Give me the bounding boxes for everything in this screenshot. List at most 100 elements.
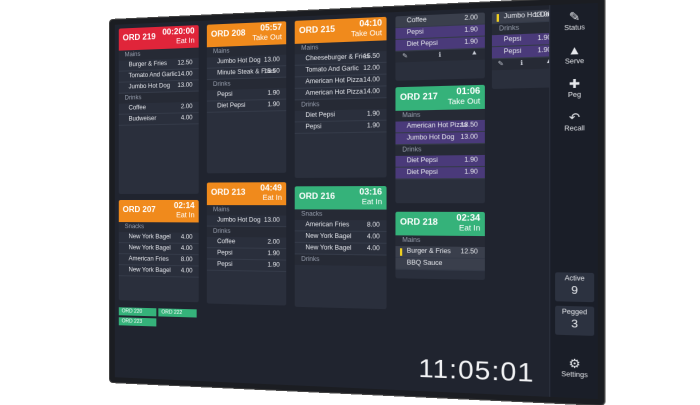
item-name: New York Bagel	[129, 245, 171, 252]
item-name: Jumbo Hot Dog	[407, 135, 455, 142]
recall-button[interactable]: ↶ Recall	[550, 111, 598, 133]
order-item[interactable]: New York Bagel 4.00	[295, 243, 387, 256]
serve-icon: ▲	[550, 43, 598, 58]
mini-ticket[interactable]: ORD 220	[119, 307, 157, 316]
ticket-id: ORD 216	[299, 191, 335, 201]
ticket-header: ORD 208 05:57 Take Out	[207, 21, 286, 47]
item-price: 4.00	[181, 268, 193, 274]
mini-ticket[interactable]: ORD 223	[119, 317, 157, 326]
item-price: 12.50	[460, 249, 477, 256]
ticket-ord-218[interactable]: ORD 218 02:34 Eat In Mains Burger & Frie…	[395, 212, 484, 280]
ticket-ord-216[interactable]: ORD 216 03:16 Eat In Snacks American Fri…	[295, 186, 387, 309]
ticket-ord-207[interactable]: ORD 207 02:14 Eat In Snacks New York Bag…	[119, 200, 199, 302]
order-item[interactable]: Diet Pepsi 1.90	[395, 155, 484, 168]
ticket-ord-215[interactable]: ORD 215 04:10 Take Out Mains Cheeseburge…	[295, 17, 387, 178]
info-icon[interactable]: ℹ	[439, 51, 442, 59]
ticket-header: ORD 213 04:49 Eat In	[207, 182, 286, 205]
pin-icon: ✚	[550, 77, 598, 92]
gear-icon: ⚙	[550, 357, 598, 372]
active-count-panel: Active 9	[555, 272, 594, 302]
order-item[interactable]: Pepsi 1.90	[207, 259, 286, 272]
order-item[interactable]: New York Bagel 4.00	[119, 232, 199, 244]
item-price: 12.50	[177, 60, 192, 67]
item-name: New York Bagel	[305, 245, 351, 252]
pin-icon[interactable]: ✎	[498, 60, 504, 68]
order-item[interactable]: BBQ Sauce	[395, 258, 484, 271]
ticket-ord-219[interactable]: ORD 219 00:20:00 Eat In Mains Burger & F…	[119, 25, 199, 194]
ticket-ord-217[interactable]: ORD 217 01:06 Take Out Mains American Ho…	[395, 85, 484, 203]
ticket-type: Eat In	[263, 195, 282, 202]
order-item[interactable]: Jumbo Hot Dog 13.00	[207, 215, 286, 227]
order-item[interactable]: New York Bagel 4.00	[295, 231, 387, 243]
order-item[interactable]: Budweiser 4.00	[119, 113, 199, 126]
ticket-type: Eat In	[176, 38, 195, 46]
order-item[interactable]: Jumbo Hot Dog 13.00	[119, 80, 199, 93]
serve-label: Serve	[565, 59, 584, 66]
item-name: Pepsi	[217, 262, 233, 268]
item-price: 2.00	[267, 239, 279, 245]
settings-button[interactable]: ⚙ Settings	[550, 357, 598, 380]
item-price: 2.00	[181, 104, 193, 110]
recall-label: Recall	[564, 126, 584, 133]
pegged-count-panel: Pegged 3	[555, 306, 594, 336]
order-item[interactable]: New York Bagel 4.00	[119, 265, 199, 278]
expand-icon[interactable]: ▲	[471, 50, 478, 57]
item-name: Budweiser	[129, 116, 157, 123]
order-item[interactable]: American Hot Pizza 14.00	[295, 86, 387, 100]
item-name: Pepsi	[407, 29, 424, 36]
ticket-footer: ✎ ℹ ▲	[395, 49, 484, 63]
item-name: Jumbo Hot Dog	[217, 58, 260, 66]
order-item[interactable]: Diet Pepsi 1.90	[207, 100, 286, 113]
item-price: 15.50	[363, 53, 380, 60]
ticket-id: ORD 218	[400, 217, 438, 227]
item-price: 1.90	[464, 157, 478, 164]
item-flag	[400, 248, 402, 256]
item-price: 4.00	[367, 234, 380, 241]
item-price: 13.00	[177, 83, 192, 90]
item-name: Jumbo Hot Dog	[217, 217, 260, 223]
ticket-header: ORD 217 01:06 Take Out	[395, 85, 484, 111]
edit-icon[interactable]: ✎	[402, 52, 408, 60]
item-name: Cheeseburger & Fries	[305, 54, 369, 63]
ticket-ord-213[interactable]: ORD 213 04:49 Eat In Mains Jumbo Hot Dog…	[207, 182, 286, 305]
peg-label: Peg	[568, 92, 581, 99]
info-icon[interactable]: ℹ	[520, 59, 523, 67]
ticket-timer: 01:06	[456, 86, 480, 96]
ticket-timer: 04:10	[359, 18, 382, 29]
order-item[interactable]: American Fries 8.00	[295, 220, 387, 232]
item-name: Diet Pepsi	[217, 103, 245, 110]
order-item[interactable]: Jumbo Hot Dog 13.00	[395, 132, 484, 145]
mini-ticket[interactable]: ORD 222	[158, 308, 196, 317]
item-price: 1.90	[367, 111, 380, 118]
order-item[interactable]: Coffee 2.00	[207, 237, 286, 249]
order-item[interactable]: Pepsi 1.90	[295, 121, 387, 134]
item-price: 12.00	[363, 65, 380, 72]
item-name: Burger & Fries	[407, 248, 451, 255]
ticket-ord-208[interactable]: ORD 208 05:57 Take Out Mains Jumbo Hot D…	[207, 21, 286, 173]
ticket-timer: 03:16	[359, 187, 382, 197]
order-item[interactable]: Diet Pepsi 1.90	[395, 167, 484, 180]
item-name: Diet Pepsi	[407, 41, 438, 49]
item-name: Tomato And Garlic	[305, 66, 358, 74]
order-item[interactable]: Minute Steak & Fries 15.50	[207, 66, 286, 80]
ticket-header: ORD 216 03:16 Eat In	[295, 186, 387, 210]
ticket-header: ORD 219 00:20:00 Eat In	[119, 25, 199, 51]
ticket-id: ORD 213	[211, 188, 246, 197]
ticket-continued[interactable]: Coffee 2.00 Pepsi 1.90 Diet Pepsi 1.90 ✎ ℹ …	[395, 12, 484, 80]
item-name: American Fries	[129, 256, 169, 263]
ticket-id: ORD 215	[299, 24, 335, 35]
item-price: 8.00	[181, 257, 193, 263]
ticket-header: ORD 218 02:34 Eat In	[395, 212, 484, 236]
sidebar: ✎ Status ▲ Serve ✚ Peg ↶ Recall Active 9 Pegg…	[549, 3, 598, 399]
serve-button[interactable]: ▲ Serve	[550, 43, 598, 66]
kds-screen: ORD 219 00:20:00 Eat In Mains Burger & F…	[115, 3, 598, 399]
peg-button[interactable]: ✚ Peg	[550, 77, 598, 100]
status-button[interactable]: ✎ Status	[550, 10, 598, 33]
ticket-timer: 02:34	[456, 213, 480, 223]
item-name: American Hot Pizza	[305, 89, 362, 97]
item-price: 13.00	[264, 218, 280, 224]
ticket-type: Take Out	[252, 34, 282, 42]
active-label: Active	[565, 276, 585, 283]
item-name: Pepsi	[504, 48, 522, 55]
ticket-id: ORD 208	[211, 28, 246, 39]
